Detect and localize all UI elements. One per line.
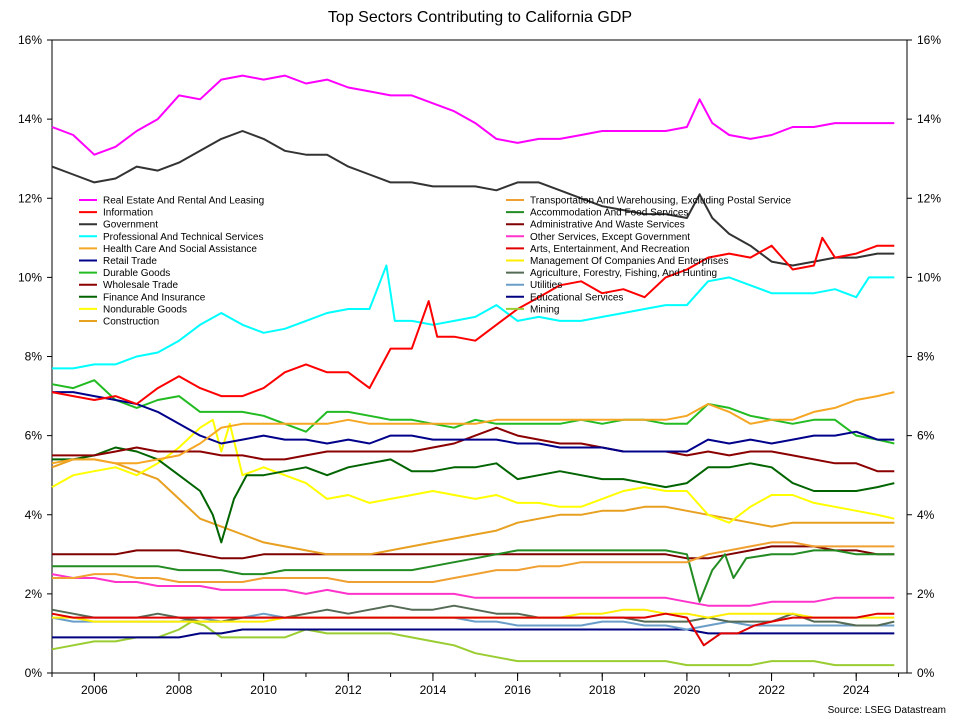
series-line-administrative-and-waste-services [52,545,895,560]
y-tick-label-right: 0% [917,666,935,680]
series-line-information [51,236,895,405]
y-tick-label-right: 6% [917,429,935,443]
legend-label-arts-entertainment-and-recreation: Arts, Entertainment, And Recreation [530,244,690,255]
series-line-government [51,130,895,267]
chart-title: Top Sectors Contributing to California G… [328,9,632,26]
series-line-mining [51,620,895,667]
legend-label-accommodation-and-food-services: Accommodation And Food Services [530,208,688,219]
x-tick-label: 2012 [335,683,362,697]
axes: 0% 0% 2% 2% 4% 4% 6% 6% 8% 8% 10% 10% 12% 12% 14% 14% 16… [18,33,941,697]
source-note: Source: LSEG Datastream [828,705,946,716]
y-tick-label-right: 10% [917,270,941,284]
y-tick-label-right: 4% [917,508,935,522]
legend: Real Estate And Rental And LeasingInform… [79,196,792,328]
legend-label-professional-and-technical-services: Professional And Technical Services [103,232,263,243]
series-line-accommodation-and-food-services [52,549,895,603]
y-tick-label-left: 0% [25,666,43,680]
y-tick-label-right: 8% [917,350,935,364]
y-tick-label-left: 8% [25,350,43,364]
plot-area-frame [51,39,908,674]
x-tick-label: 2010 [250,683,277,697]
legend-label-real-estate-and-rental-and-leasing: Real Estate And Rental And Leasing [103,196,264,207]
legend-label-wholesale-trade: Wholesale Trade [103,280,178,291]
x-tick-label: 2018 [589,683,616,697]
x-tick-label: 2022 [758,683,785,697]
series-line-finance-and-insurance [52,446,895,544]
y-tick-label-right: 2% [917,587,935,601]
legend-label-utilities: Utilities [530,280,562,291]
series-lines [51,74,895,667]
legend-label-administrative-and-waste-services: Administrative And Waste Services [530,220,685,231]
legend-label-educational-services: Educational Services [530,292,623,303]
series-line-arts-entertainment-and-recreation [51,612,895,647]
x-tick-label: 2014 [420,683,447,697]
legend-label-durable-goods: Durable Goods [103,268,170,279]
legend-label-construction: Construction [103,317,159,328]
series-line-transportation-and-warehousing-excluding-postal-service [52,541,895,583]
series-line-retail-trade [52,391,895,453]
series-line-durable-goods [51,379,895,445]
x-tick-label: 2006 [81,683,108,697]
y-tick-label-left: 4% [25,508,43,522]
y-tick-label-right: 16% [917,33,941,47]
legend-label-government: Government [103,220,158,231]
legend-label-management-of-companies-and-enterprises: Management Of Companies And Enterprises [530,256,728,267]
series-line-real-estate-and-rental-and-leasing [51,74,895,156]
y-tick-label-right: 12% [917,191,941,205]
series-line-health-care-and-social-assistance [51,391,895,465]
series-line-agriculture-forestry-fishing-and-hunting [51,604,895,627]
legend-label-nondurable-goods: Nondurable Goods [103,304,187,315]
y-tick-label-left: 14% [18,112,42,126]
x-tick-label: 2008 [166,683,193,697]
series-line-professional-and-technical-services [52,264,895,370]
legend-label-mining: Mining [530,304,559,315]
y-tick-label-right: 14% [917,112,941,126]
series-line-educational-services [52,628,895,639]
legend-label-finance-and-insurance: Finance And Insurance [103,292,206,303]
y-tick-label-left: 16% [18,33,42,47]
legend-label-transportation-and-warehousing-excluding-postal-service: Transportation And Warehousing, Excludin… [530,196,792,207]
series-line-other-services-except-government [51,573,895,607]
series-line-construction [51,458,895,556]
x-tick-label: 2020 [674,683,701,697]
y-tick-label-left: 2% [25,587,43,601]
y-tick-label-left: 6% [25,429,43,443]
legend-label-retail-trade: Retail Trade [103,256,157,267]
legend-label-health-care-and-social-assistance: Health Care And Social Assistance [103,244,257,255]
legend-label-agriculture-forestry-fishing-and-hunting: Agriculture, Forestry, Fishing, And Hunt… [530,268,717,279]
legend-label-information: Information [103,208,153,219]
series-line-management-of-companies-and-enterprises [52,608,895,623]
y-tick-label-left: 10% [18,270,42,284]
series-line-wholesale-trade [52,426,895,473]
x-tick-label: 2016 [504,683,531,697]
x-tick-label: 2024 [843,683,870,697]
legend-label-other-services-except-government: Other Services, Except Government [530,232,690,243]
series-line-nondurable-goods [51,418,895,524]
y-tick-label-left: 12% [18,191,42,205]
